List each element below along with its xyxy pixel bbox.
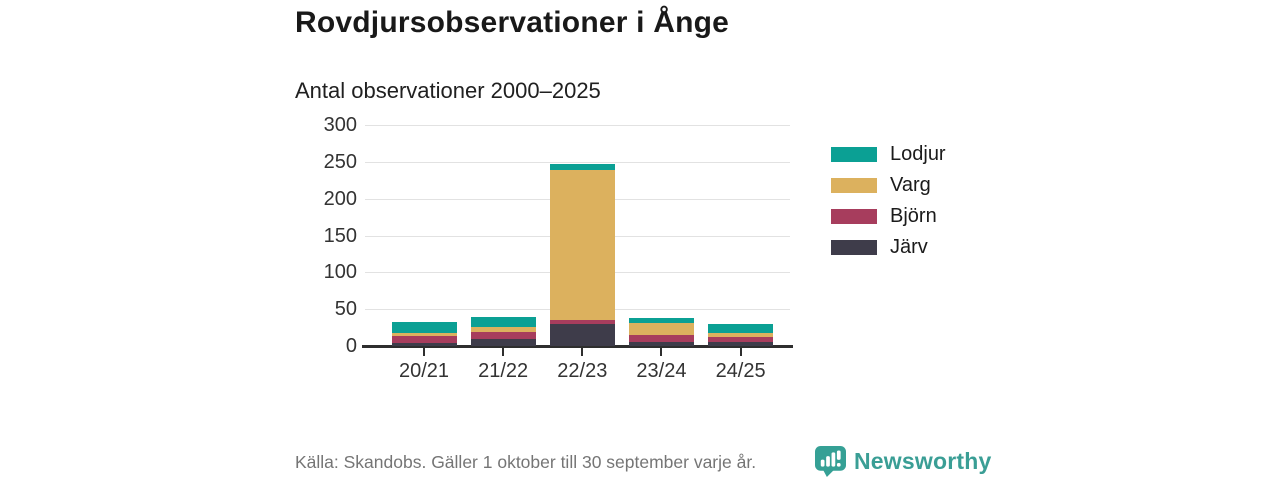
x-axis-tick [581,347,584,356]
chart-title: Rovdjursobservationer i Ånge [295,6,730,39]
x-axis-tick-label: 20/21 [398,360,450,382]
x-axis-tick [739,347,742,356]
x-axis-tick [502,347,505,356]
legend: Lodjur Varg Björn Järv [831,142,946,266]
legend-label-lodjur: Lodjur [890,143,946,165]
y-axis-tick-label: 0 [345,335,357,357]
bar-segment-lodjur-21-22 [470,316,536,327]
x-axis-line [362,345,793,348]
gridline [365,162,790,164]
bar-segment-varg-20-21 [391,332,457,337]
x-axis-tick [660,347,663,356]
y-axis-tick-label: 100 [323,261,357,284]
bar-segment-varg-24-25 [708,333,774,338]
bar-segment-järv-20-21 [391,343,457,346]
legend-label-varg: Varg [890,174,931,196]
bar-segment-lodjur-20-21 [391,322,457,333]
x-axis-tick-label: 22/23 [557,360,608,382]
y-axis-tick-label: 50 [334,298,357,321]
y-axis-tick-label: 150 [323,224,357,247]
newsworthy-wordmark: Newsworthy [854,448,992,474]
legend-item-varg: Varg [831,173,946,197]
legend-swatch-järv [831,239,877,255]
bar-segment-björn-20-21 [391,336,457,344]
bar-segment-varg-22-23 [549,170,615,321]
bar-segment-björn-24-25 [708,337,774,343]
bar-segment-järv-24-25 [708,342,774,346]
bar-segment-björn-21-22 [470,332,536,339]
bar-segment-järv-22-23 [549,323,615,346]
legend-item-björn: Björn [831,204,946,228]
bar-segment-lodjur-22-23 [549,164,615,171]
legend-label-björn: Björn [890,205,937,227]
y-axis-tick-label: 200 [323,187,357,210]
bar-segment-järv-21-22 [470,338,536,346]
legend-label-järv: Järv [890,236,928,258]
newsworthy-brand: Newsworthy [815,446,991,477]
bar-segment-varg-21-22 [470,326,536,332]
bar-segment-björn-22-23 [549,320,615,324]
legend-swatch-björn [831,208,877,224]
bar-segment-varg-23-24 [628,323,694,335]
x-axis-tick [423,347,425,356]
gridline [365,125,790,127]
newsworthy-logo-icon [815,446,846,477]
source-text: Källa: Skandobs. Gäller 1 oktober till 3… [295,452,757,472]
bar-segment-lodjur-24-25 [708,323,774,334]
legend-item-järv: Järv [831,235,946,259]
bar-segment-lodjur-23-24 [628,318,694,324]
y-axis-tick-label: 300 [323,114,357,137]
bar-segment-björn-23-24 [628,334,694,343]
y-axis-tick-label: 250 [323,151,357,174]
legend-item-lodjur: Lodjur [831,142,946,166]
legend-swatch-varg [831,177,877,193]
x-axis-tick-label: 21/22 [478,360,529,382]
legend-swatch-lodjur [831,146,877,162]
chart-subtitle: Antal observationer 2000–2025 [295,78,601,103]
bar-segment-järv-23-24 [628,342,694,346]
x-axis-tick-label: 24/25 [715,360,766,382]
x-axis-tick-label: 23/24 [636,360,687,382]
